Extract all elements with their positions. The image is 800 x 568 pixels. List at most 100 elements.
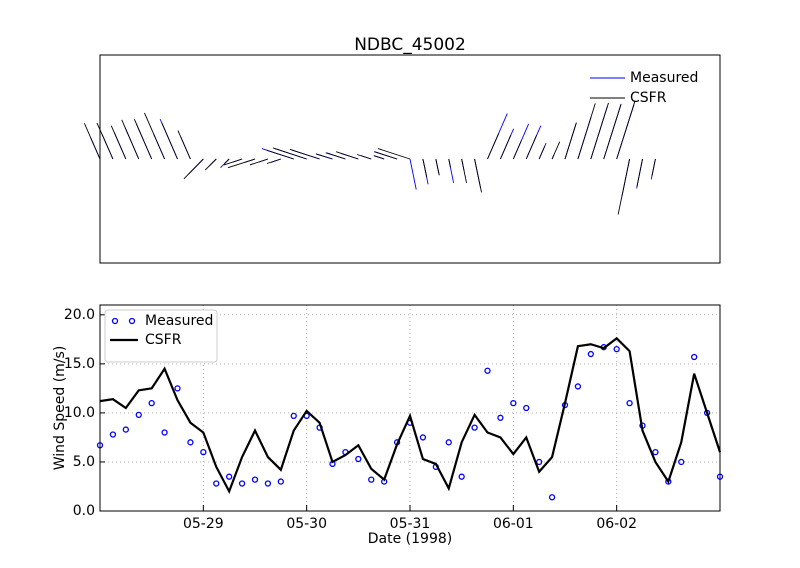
wind-stick [110,125,127,160]
chart-title: NDBC_45002 [354,35,466,55]
x-tick-label: 06-01 [493,516,534,532]
data-point [277,478,284,485]
plot-frame [99,304,721,512]
wind-stick [500,134,512,160]
data-point [290,412,297,419]
wind-stick [266,158,281,164]
wind-stick [435,158,440,176]
wind-stick [177,130,191,160]
data-point [626,399,633,407]
wind-stick [121,119,140,160]
x-tick-label: 05-29 [183,516,224,532]
wind-stick [538,145,546,160]
y-tick-label: 20.0 [64,307,95,323]
x-axis-label: Date (1998) [368,531,452,547]
wind-stick [373,155,385,160]
data-point [548,494,556,501]
wind-stick [448,158,451,168]
data-point [226,473,233,480]
wind-stick [577,103,596,160]
data-point [484,367,491,374]
wind-stick [223,158,243,166]
y-tick-label: 5.0 [73,454,95,470]
data-point [471,424,478,431]
legend-swatch [128,317,136,325]
data-point [109,431,117,438]
data-point [587,350,594,358]
data-point [174,385,181,392]
x-tick-label: 05-30 [286,516,327,532]
wind-stick [636,158,643,187]
plot-frame [99,54,721,264]
data-point [238,480,246,487]
data-point [613,345,620,353]
data-point [536,458,543,466]
wind-stick [603,104,622,160]
x-tick-label: 05-31 [390,516,431,532]
data-point [135,411,142,419]
data-point [264,480,272,487]
data-point [445,439,452,446]
wind-stick [272,147,307,160]
wind-stick [356,154,372,160]
wind-stick [525,134,538,160]
wind-stick [551,141,561,160]
data-point [161,429,168,436]
wind-stick [133,118,153,160]
data-point [510,399,517,407]
data-point [251,476,259,483]
y-tick-label: 15.0 [64,356,95,372]
legend-label: Measured [630,70,698,86]
y-axis-label: Wind Speed (m/s) [52,346,68,471]
y-tick-label: 0.0 [73,503,95,519]
legend-label: Measured [145,313,213,329]
wind-stick [461,158,467,184]
wind-stick [617,158,631,215]
legend-label: CSFR [630,90,667,106]
wind-stick [249,158,269,166]
data-point [419,434,427,441]
wind-stick [315,153,333,160]
data-point [200,448,207,456]
wind-stick [183,158,204,180]
data-point [458,473,465,480]
wind-stick [266,149,294,160]
wind-stick [474,158,482,193]
wind-stick [616,100,636,160]
x-tick-label: 06-02 [596,516,637,532]
wind-stick [227,158,256,169]
legend-swatch [111,317,119,325]
wind-stick [161,122,178,160]
wind-stick [204,158,217,171]
data-point [574,383,582,390]
data-point [355,455,362,463]
wind-stick [409,158,417,190]
y-tick-label: 10.0 [64,405,95,421]
wind-stick [223,158,230,165]
wind-stick [377,148,411,160]
data-point [187,439,194,446]
data-point [523,404,530,412]
data-point [652,448,659,456]
wind-stick [487,133,500,160]
data-point [497,414,504,421]
data-point [691,353,698,361]
data-point [368,476,375,483]
wind-stick [590,102,609,160]
data-point [213,480,220,487]
wind-stick [374,151,398,160]
wind-stick [422,158,428,178]
wind-stick [336,151,359,160]
wind-stick [144,112,165,160]
data-point [678,458,685,466]
data-point [122,426,129,433]
data-point [148,399,155,407]
wind-stick [289,148,320,160]
line-series [99,336,722,495]
wind-stick [326,152,346,160]
wind-stick [564,122,577,160]
wind-stick [512,140,522,160]
wind-stick [651,158,656,177]
